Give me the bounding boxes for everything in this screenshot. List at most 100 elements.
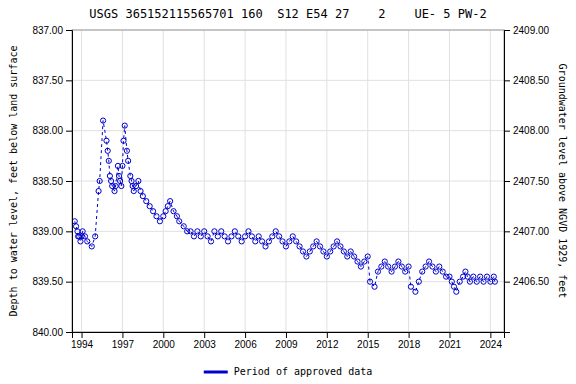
point [372,284,377,289]
point [307,249,312,254]
point [396,259,401,264]
point [131,188,136,193]
point [481,279,486,284]
point [471,274,476,279]
tick: 837.00 [32,25,72,36]
point [249,234,254,239]
point [273,229,278,234]
point [163,209,168,214]
marks [72,118,497,294]
grid-line [72,130,504,131]
point [236,234,241,239]
y2-axis: 2406.502407.002407.502408.002408.502409.… [504,25,550,333]
tick-mark [368,332,369,338]
point [260,239,265,244]
point [386,264,391,269]
tick: 2407.50 [504,176,550,187]
point [122,123,127,128]
tick: 838.50 [32,176,72,187]
tick-mark [504,131,510,132]
point [358,264,363,269]
tick-mark [504,30,510,31]
point [104,138,109,143]
plot: 1994199720002003200620092012201520182021… [32,25,549,350]
tick-label: 1994 [71,339,94,350]
point [96,188,101,193]
point [208,239,213,244]
tick: 2408.50 [504,75,550,86]
grid-line [72,281,504,282]
point [177,219,182,224]
tick-label: 2018 [398,339,421,350]
point [375,269,380,274]
point [144,199,149,204]
point [277,234,282,239]
point [484,274,489,279]
tick-mark [504,181,510,182]
point [351,254,356,259]
tick: 2021 [439,332,462,350]
point [191,234,196,239]
tick-label: 840.00 [32,327,63,338]
point [89,244,94,249]
point [161,214,166,219]
point [82,234,87,239]
point [314,239,319,244]
tick-label: 839.50 [32,276,63,287]
tick-label: 837.50 [32,75,63,86]
point [100,118,105,123]
point [253,239,258,244]
point [222,234,227,239]
plot-frame [72,30,504,332]
point [73,224,78,229]
point [367,279,372,284]
point [147,204,152,209]
point [150,209,155,214]
x-axis: 1994199720002003200620092012201520182021… [71,332,505,350]
tick: 2407.00 [504,226,550,237]
tick-mark [204,332,205,338]
tick-mark [66,332,72,333]
tick-mark [122,332,123,338]
point [121,138,126,143]
tick-mark [66,181,72,182]
point [128,173,133,178]
point [341,249,346,254]
point [263,244,268,249]
tick-label: 838.00 [32,125,63,136]
point [181,224,186,229]
point [112,188,117,193]
point [321,249,326,254]
tick-mark [409,332,410,338]
point [382,259,387,264]
point [219,229,224,234]
point [392,264,397,269]
point [345,254,350,259]
point [451,284,456,289]
tick-label: 838.50 [32,176,63,187]
tick-mark [327,332,328,338]
legend-item: Period of approved data [204,366,372,377]
point [399,264,404,269]
tick: 2006 [234,332,257,350]
tick-mark [66,282,72,283]
tick: 839.50 [32,276,72,287]
point [188,229,193,234]
point [423,264,428,269]
tick-label: 2006 [234,339,257,350]
chart: 1994199720002003200620092012201520182021… [0,0,576,384]
tick-mark [504,231,510,232]
point [287,239,292,244]
tick-label: 1997 [112,339,135,350]
tick-mark [82,332,83,338]
point [205,234,210,239]
y-axis: 837.00837.50838.00838.50839.00839.50840.… [32,25,72,338]
point [118,178,123,183]
point [229,234,234,239]
point [116,173,121,178]
y2-axis-title: Groundwater level above NGVD 1929, feet [557,64,568,299]
tick-label: 2407.50 [513,176,550,187]
tick-mark [66,80,72,81]
point [449,279,454,284]
point [136,178,141,183]
